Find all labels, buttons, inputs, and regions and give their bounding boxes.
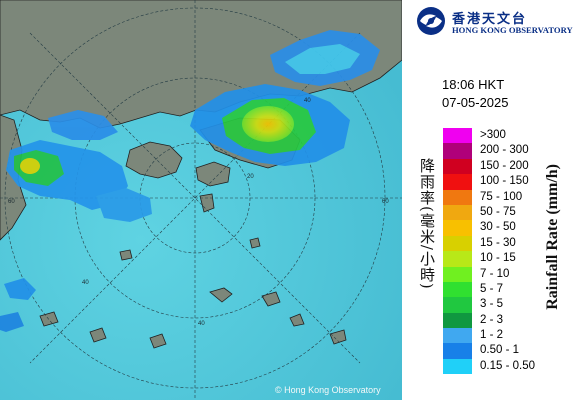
legend-swatch bbox=[443, 143, 472, 159]
echo-band-north-light bbox=[285, 44, 360, 74]
rain-echoes bbox=[0, 30, 380, 332]
legend-row: 200 - 300 bbox=[443, 143, 543, 159]
legend-swatch bbox=[443, 128, 472, 144]
legend-swatch bbox=[443, 174, 472, 190]
legend-row: 50 - 75 bbox=[443, 204, 543, 221]
echo-northwest bbox=[48, 110, 118, 140]
info-panel: 香港天文台 HONG KONG OBSERVATORY 18:06 HKT 07… bbox=[402, 0, 577, 400]
range-labels: 20 40 60 40 60 40 bbox=[8, 98, 389, 327]
hko-logo[interactable]: 香港天文台 HONG KONG OBSERVATORY bbox=[416, 4, 576, 38]
copyright-notice: © Hong Kong Observatory bbox=[275, 385, 381, 395]
range-label-40-s: 40 bbox=[198, 321, 205, 327]
lema-islands bbox=[209, 287, 233, 303]
legend-swatch bbox=[443, 312, 472, 329]
legend-swatch bbox=[443, 220, 472, 236]
legend-title-en: Rainfall Rate (mm/h) bbox=[544, 164, 561, 310]
legend-row: 10 - 15 bbox=[443, 251, 543, 267]
hk-island bbox=[195, 161, 231, 187]
echo-mid bbox=[96, 188, 152, 222]
legend-label: 3 - 5 bbox=[480, 298, 504, 311]
legend-label: 100 - 150 bbox=[480, 175, 529, 188]
legend-row: 2 - 3 bbox=[443, 312, 543, 329]
legend-swatch bbox=[443, 328, 472, 344]
legend-swatch bbox=[443, 235, 472, 252]
legend-label: 15 - 30 bbox=[480, 236, 516, 249]
legend-row: 1 - 2 bbox=[443, 328, 543, 344]
legend-label: 75 - 100 bbox=[480, 190, 523, 203]
echo-core bbox=[242, 106, 294, 142]
legend-label: 5 - 7 bbox=[480, 282, 504, 295]
island-a bbox=[261, 291, 281, 307]
legend-label: >300 bbox=[480, 129, 506, 141]
range-label-40-sw: 40 bbox=[82, 280, 89, 286]
legend-title-zh: 降雨率(毫米/小時) bbox=[418, 158, 436, 290]
legend-row: 3 - 5 bbox=[443, 297, 543, 313]
legend-row: 5 - 7 bbox=[443, 281, 543, 298]
radar-map-graphics: 20 40 60 40 60 40 bbox=[0, 0, 402, 400]
hko-emblem-icon bbox=[417, 7, 445, 35]
legend-swatch bbox=[443, 158, 472, 175]
echo-sw-b bbox=[0, 312, 24, 332]
legend-label: 200 - 300 bbox=[480, 144, 529, 157]
legend-row: 15 - 30 bbox=[443, 235, 543, 252]
legend-row: 150 - 200 bbox=[443, 158, 543, 175]
hko-name-zh: 香港天文台 bbox=[452, 12, 528, 27]
hko-name-en: HONG KONG OBSERVATORY bbox=[452, 25, 573, 35]
legend-swatch bbox=[443, 343, 472, 359]
legend-label: 0.15 - 0.50 bbox=[480, 359, 535, 372]
legend-swatch bbox=[443, 266, 472, 282]
legend-swatch bbox=[443, 281, 472, 298]
legend-label: 7 - 10 bbox=[480, 267, 510, 280]
legend-label: 1 - 2 bbox=[480, 329, 504, 342]
range-label-40-ne: 40 bbox=[304, 98, 311, 104]
legend-row: 0.50 - 1 bbox=[443, 343, 543, 359]
legend-label: 0.50 - 1 bbox=[480, 344, 519, 357]
legend-row: 0.15 - 0.50 bbox=[443, 358, 543, 375]
range-label-60-e: 60 bbox=[382, 199, 389, 205]
observation-date: 07-05-2025 bbox=[442, 95, 509, 110]
range-label-60-w: 60 bbox=[8, 199, 15, 205]
island-g bbox=[119, 249, 133, 261]
island-e bbox=[89, 327, 107, 343]
legend-row: >300 bbox=[443, 128, 543, 144]
legend-label: 2 - 3 bbox=[480, 313, 504, 326]
legend-row: 30 - 50 bbox=[443, 220, 543, 236]
legend-row: 7 - 10 bbox=[443, 266, 543, 282]
island-f bbox=[329, 329, 347, 345]
echo-sw-a bbox=[4, 278, 36, 300]
observation-time: 18:06 HKT bbox=[442, 77, 505, 92]
radar-map[interactable]: 20 40 60 40 60 40 © Hong Kong Observator… bbox=[0, 0, 402, 400]
legend-row: 75 - 100 bbox=[443, 189, 543, 205]
legend-label: 150 - 200 bbox=[480, 159, 529, 172]
rainfall-legend: >300 200 - 300 150 - 200 100 - 150 75 - 100 5… bbox=[443, 128, 543, 375]
island-c bbox=[289, 313, 305, 327]
legend-swatch bbox=[443, 358, 472, 375]
legend-row: 100 - 150 bbox=[443, 174, 543, 190]
legend-swatch bbox=[443, 189, 472, 205]
echo-west-core bbox=[20, 158, 40, 174]
legend-label: 30 - 50 bbox=[480, 221, 516, 234]
lantau-island bbox=[125, 141, 183, 179]
lamma-island bbox=[199, 193, 215, 213]
island-d bbox=[39, 311, 59, 327]
legend-swatch bbox=[443, 251, 472, 267]
legend-swatch bbox=[443, 297, 472, 313]
legend-swatch bbox=[443, 204, 472, 221]
legend-label: 50 - 75 bbox=[480, 205, 516, 218]
legend-label: 10 - 15 bbox=[480, 252, 516, 265]
island-h bbox=[249, 237, 261, 249]
range-label-20: 20 bbox=[247, 174, 254, 180]
island-b bbox=[149, 333, 167, 349]
